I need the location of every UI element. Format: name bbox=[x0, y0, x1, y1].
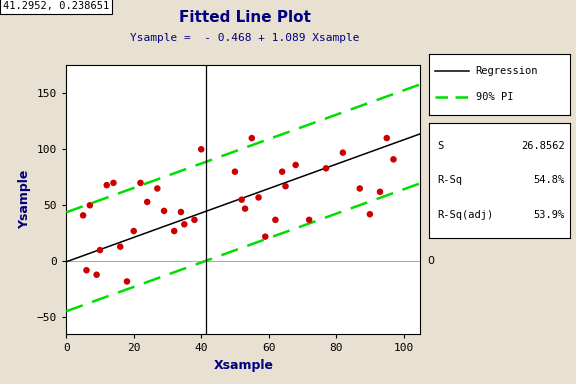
Point bbox=[102, 182, 111, 188]
Point bbox=[237, 197, 247, 203]
Point bbox=[321, 165, 331, 171]
Point bbox=[291, 162, 300, 168]
Text: Fitted Line Plot: Fitted Line Plot bbox=[179, 10, 310, 25]
Point bbox=[254, 194, 263, 200]
Text: Regression: Regression bbox=[476, 66, 538, 76]
Point bbox=[153, 185, 162, 192]
Point bbox=[122, 278, 131, 285]
Point bbox=[129, 228, 138, 234]
Y-axis label: Ysample: Ysample bbox=[18, 170, 32, 229]
Point bbox=[261, 233, 270, 240]
Text: R-Sq(adj): R-Sq(adj) bbox=[438, 210, 494, 220]
Point bbox=[271, 217, 280, 223]
Point bbox=[78, 212, 88, 218]
Point bbox=[96, 247, 105, 253]
Text: 26.8562: 26.8562 bbox=[521, 141, 564, 151]
Point bbox=[169, 228, 179, 234]
Point bbox=[160, 208, 169, 214]
Point bbox=[247, 135, 256, 141]
Point bbox=[116, 244, 125, 250]
Point bbox=[85, 202, 94, 209]
Point bbox=[180, 221, 189, 227]
Text: 41.2952, 0.238651: 41.2952, 0.238651 bbox=[3, 1, 109, 11]
Text: 0: 0 bbox=[427, 256, 434, 266]
Point bbox=[278, 169, 287, 175]
Text: 54.8%: 54.8% bbox=[533, 175, 564, 185]
Point bbox=[82, 267, 91, 273]
Point bbox=[338, 150, 347, 156]
Point bbox=[196, 146, 206, 152]
Point bbox=[389, 156, 398, 162]
Text: 53.9%: 53.9% bbox=[533, 210, 564, 220]
Point bbox=[190, 217, 199, 223]
Text: 90% PI: 90% PI bbox=[476, 92, 513, 102]
Point bbox=[240, 205, 249, 212]
Text: Ysample =  - 0.468 + 1.089 Xsample: Ysample = - 0.468 + 1.089 Xsample bbox=[130, 33, 359, 43]
Point bbox=[230, 169, 240, 175]
Point bbox=[143, 199, 152, 205]
Point bbox=[176, 209, 185, 215]
Point bbox=[376, 189, 385, 195]
Text: S: S bbox=[438, 141, 444, 151]
Text: R-Sq: R-Sq bbox=[438, 175, 463, 185]
Point bbox=[109, 180, 118, 186]
Point bbox=[281, 183, 290, 189]
Point bbox=[136, 180, 145, 186]
Point bbox=[355, 185, 365, 192]
X-axis label: Xsample: Xsample bbox=[213, 359, 274, 372]
Point bbox=[382, 135, 391, 141]
Point bbox=[305, 217, 314, 223]
Point bbox=[92, 271, 101, 278]
Point bbox=[365, 211, 374, 217]
